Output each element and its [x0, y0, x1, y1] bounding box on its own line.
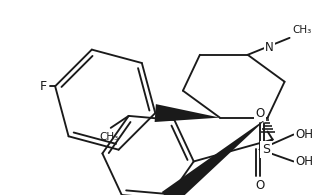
Text: CH₃: CH₃	[292, 25, 312, 35]
Text: F: F	[40, 80, 47, 93]
Text: N: N	[265, 41, 274, 54]
Text: O: O	[255, 107, 264, 120]
Polygon shape	[155, 104, 220, 122]
Text: S: S	[262, 143, 270, 156]
Text: O: O	[255, 179, 264, 192]
Polygon shape	[162, 118, 267, 196]
Text: OH: OH	[295, 155, 314, 168]
Text: CH₃: CH₃	[99, 132, 118, 142]
Text: OH: OH	[295, 128, 314, 141]
